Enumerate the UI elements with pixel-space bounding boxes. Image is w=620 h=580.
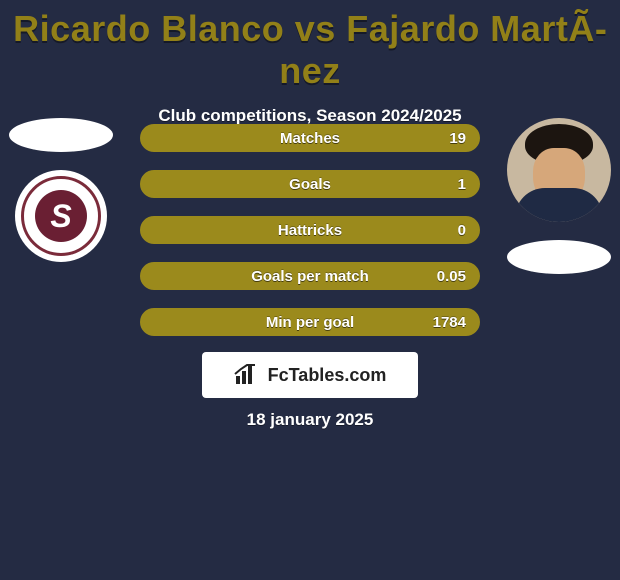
stats-container: Matches 19 Goals 1 Hattricks 0 Goals per… <box>140 124 480 336</box>
stat-value: 1 <box>458 176 466 193</box>
stat-value: 19 <box>449 130 466 147</box>
left-player-column: S <box>6 118 116 262</box>
stat-label: Goals per match <box>142 268 478 285</box>
stat-label: Hattricks <box>142 222 478 239</box>
stat-value: 0 <box>458 222 466 239</box>
stat-bar-min-per-goal: Min per goal 1784 <box>140 308 480 336</box>
date-text: 18 january 2025 <box>0 410 620 430</box>
stat-bar-goals-per-match: Goals per match 0.05 <box>140 262 480 290</box>
right-player-column <box>504 118 614 274</box>
stat-bar-matches: Matches 19 <box>140 124 480 152</box>
left-club-badge: S <box>15 170 107 262</box>
stat-bar-goals: Goals 1 <box>140 170 480 198</box>
stat-value: 1784 <box>433 314 466 331</box>
stat-label: Matches <box>142 130 478 147</box>
stat-label: Goals <box>142 176 478 193</box>
bar-chart-icon <box>234 364 260 386</box>
page-title: Ricardo Blanco vs Fajardo MartÃ­nez <box>0 0 620 92</box>
left-club-ring <box>21 176 101 256</box>
branding-text: FcTables.com <box>268 365 387 386</box>
branding-box: FcTables.com <box>202 352 418 398</box>
right-player-avatar <box>507 118 611 222</box>
right-club-placeholder <box>507 240 611 274</box>
left-avatar-placeholder <box>9 118 113 152</box>
stat-value: 0.05 <box>437 268 466 285</box>
stat-label: Min per goal <box>142 314 478 331</box>
stat-bar-hattricks: Hattricks 0 <box>140 216 480 244</box>
